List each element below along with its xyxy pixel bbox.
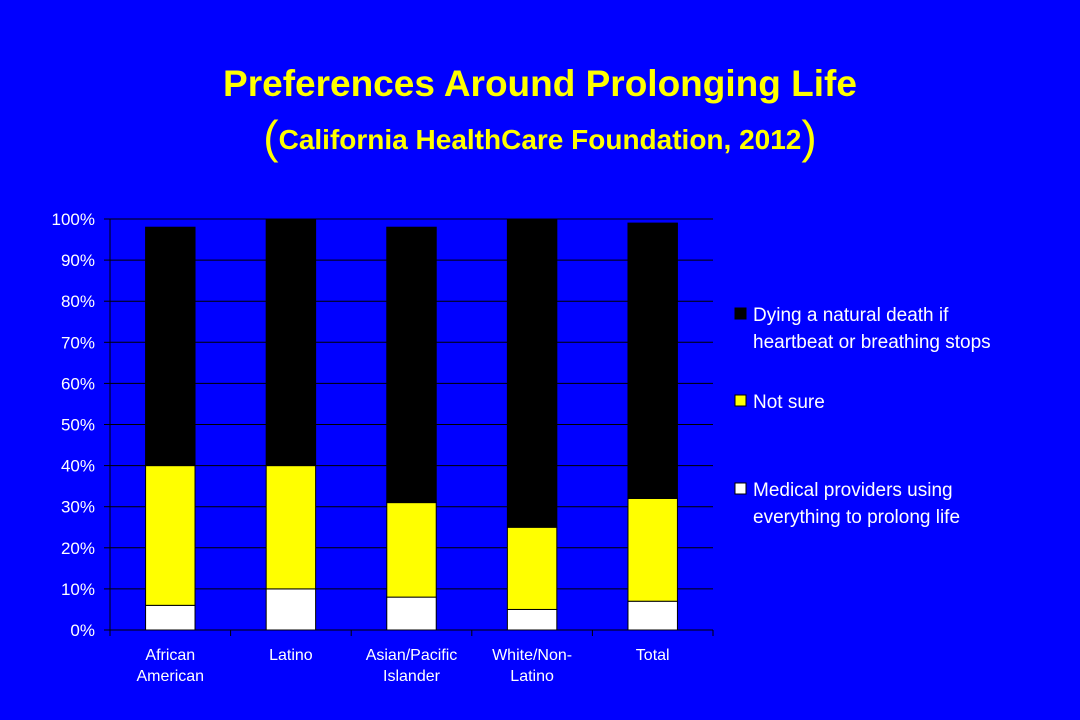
y-tick-label: 50% (61, 416, 95, 435)
bar-segment (265, 588, 317, 631)
y-tick-label: 20% (61, 539, 95, 558)
y-tick-label: 90% (61, 251, 95, 270)
bar-segment (506, 218, 558, 528)
bar-segment (627, 497, 678, 602)
x-tick-label: Total (636, 647, 670, 664)
bar-segment (145, 604, 196, 631)
bar-segment (627, 222, 678, 499)
bar-segment (506, 526, 558, 610)
bar-segment (265, 218, 317, 467)
axes: 0% 10% 20% 30% 40% 50% 60% 70% 80% 90% 100% African… (52, 210, 714, 685)
bar-segment (145, 226, 196, 467)
y-tick-label: 30% (61, 498, 95, 517)
legend-label: heartbeat or breathing stops (753, 332, 991, 353)
chart-title: Preferences Around Prolonging Life (223, 63, 857, 104)
legend-label: everything to prolong life (753, 507, 960, 528)
bar-segment (386, 226, 437, 504)
chart-subtitle: (California HealthCare Foundation, 2012) (0, 112, 1080, 165)
y-tick-label: 100% (52, 210, 95, 229)
y-tick-label: 60% (61, 374, 95, 393)
x-tick-label: Latino (269, 647, 313, 664)
legend-label: Medical providers using (753, 480, 953, 501)
x-tick-label: Asian/Pacific (366, 647, 458, 664)
y-tick-label: 0% (70, 621, 95, 640)
y-tick-label: 10% (61, 580, 95, 599)
subtitle-close-paren: ) (801, 111, 817, 163)
legend-swatch (734, 307, 747, 320)
legend: Dying a natural death if heartbeat or bre… (734, 305, 991, 528)
bar-segment (265, 465, 317, 590)
subtitle-text: California HealthCare Foundation, 2012 (278, 124, 802, 155)
legend-swatch (734, 394, 747, 407)
y-tick-label: 40% (61, 457, 95, 476)
bar-segment (386, 596, 437, 631)
legend-label: Not sure (753, 392, 825, 413)
bar-segment (627, 600, 678, 631)
x-tick-label: White/Non- (492, 647, 572, 664)
x-tick-label: African (145, 647, 195, 664)
x-tick-label: Islander (383, 668, 441, 685)
legend-swatch (734, 482, 747, 495)
y-tick-label: 70% (61, 333, 95, 352)
bar-segment (386, 502, 437, 598)
bar-segment (506, 608, 558, 631)
x-tick-label: Latino (510, 668, 554, 685)
bars (145, 218, 678, 631)
x-tick-label: American (137, 668, 205, 685)
y-tick-label: 80% (61, 292, 95, 311)
legend-label: Dying a natural death if (753, 305, 949, 326)
bar-segment (145, 465, 196, 606)
subtitle-open-paren: ( (263, 111, 279, 163)
